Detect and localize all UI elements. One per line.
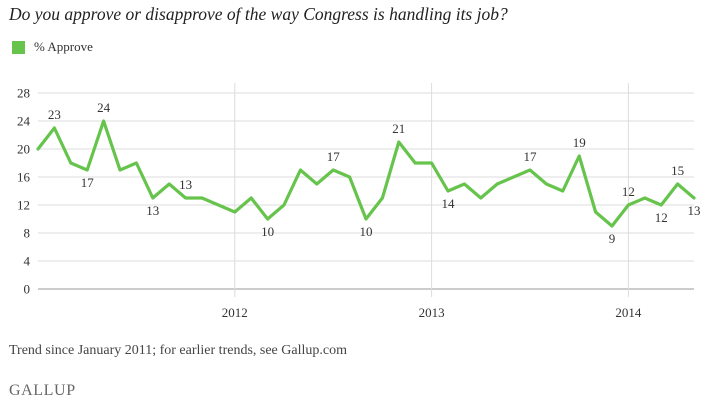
y-tick-label: 28 bbox=[17, 86, 30, 101]
approve-series-line bbox=[36, 119, 696, 228]
y-tick-label: 20 bbox=[17, 142, 30, 157]
data-label: 14 bbox=[442, 196, 456, 211]
y-tick-label: 8 bbox=[24, 226, 31, 241]
chart-title: Do you approve or disapprove of the way … bbox=[9, 4, 508, 24]
data-label: 10 bbox=[261, 224, 274, 239]
data-label: 9 bbox=[609, 231, 616, 246]
data-label: 21 bbox=[392, 121, 405, 136]
data-label: 24 bbox=[97, 100, 111, 115]
y-tick-label: 16 bbox=[17, 170, 31, 185]
brand-logo: GALLUP bbox=[9, 382, 76, 399]
data-label: 13 bbox=[179, 177, 192, 192]
data-label: 13 bbox=[146, 203, 159, 218]
y-tick-label: 4 bbox=[24, 254, 31, 269]
y-tick-label: 0 bbox=[24, 282, 31, 297]
data-label: 12 bbox=[622, 184, 635, 199]
data-label: 12 bbox=[655, 210, 668, 225]
y-tick-label: 24 bbox=[17, 114, 31, 129]
data-label: 13 bbox=[688, 203, 701, 218]
data-label: 17 bbox=[524, 149, 538, 164]
legend-label: % Approve bbox=[34, 39, 93, 54]
data-label: 17 bbox=[81, 175, 95, 190]
data-label: 15 bbox=[671, 163, 684, 178]
y-tick-label: 12 bbox=[17, 198, 30, 213]
data-label: 17 bbox=[327, 149, 341, 164]
legend-swatch bbox=[12, 40, 25, 54]
data-label: 10 bbox=[360, 224, 373, 239]
x-tick-label: 2013 bbox=[419, 305, 445, 320]
x-tick-label: 2014 bbox=[615, 305, 642, 320]
x-tick-label: 2012 bbox=[222, 305, 248, 320]
legend: % Approve bbox=[12, 39, 93, 55]
data-label: 19 bbox=[573, 135, 586, 150]
data-label: 23 bbox=[48, 107, 61, 122]
footnote: Trend since January 2011; for earlier tr… bbox=[9, 343, 347, 358]
